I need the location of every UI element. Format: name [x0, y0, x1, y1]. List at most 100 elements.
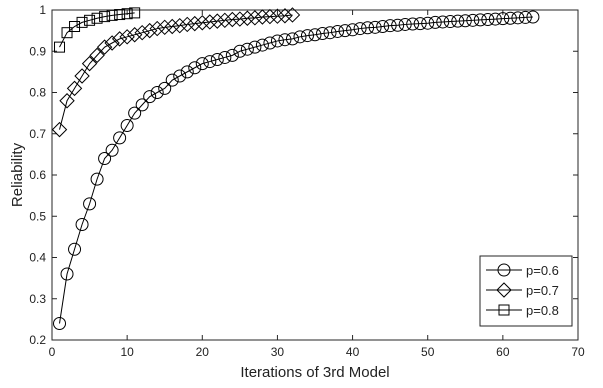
data-point [53, 317, 67, 330]
legend-box [479, 255, 573, 327]
data-point [106, 9, 118, 21]
y-tick-label: 0.7 [29, 127, 46, 141]
data-point [74, 68, 90, 84]
legend-marker [498, 304, 510, 316]
data-point [111, 31, 128, 47]
data-point [141, 22, 158, 39]
y-tick-label: 0.2 [29, 333, 46, 347]
data-point [451, 14, 465, 28]
data-point [316, 27, 330, 41]
data-point [172, 17, 188, 34]
data-point [180, 65, 194, 79]
data-point [68, 242, 82, 256]
data-point [59, 93, 75, 109]
data-point [421, 16, 435, 30]
data-point [179, 16, 195, 33]
x-tick-label: 10 [120, 345, 134, 359]
x-axis-label: Iterations of 3rd Model [240, 364, 389, 381]
data-point [61, 27, 73, 39]
data-point [195, 57, 209, 71]
axis-ticks: 0 10 20 30 40 50 60 70 0.2 0.3 0.4 0.5 0.6 0.7 0.8 0.9 1 [29, 3, 585, 359]
y-tick-label: 0.3 [29, 292, 46, 306]
data-point [248, 40, 262, 54]
data-point [270, 34, 284, 48]
data-point [278, 33, 292, 47]
data-point [209, 13, 226, 29]
data-point [89, 47, 105, 64]
data-point [164, 18, 180, 35]
legend-label: p=0.8 [526, 303, 559, 318]
data-point [436, 15, 450, 29]
data-point [376, 20, 390, 33]
data-point [76, 16, 88, 28]
data-point [488, 12, 502, 26]
legend-label: p=0.6 [526, 263, 559, 278]
data-point [496, 12, 510, 26]
data-point [406, 17, 420, 31]
series-2 [54, 7, 141, 53]
data-point [128, 106, 142, 120]
data-point [210, 53, 224, 66]
legend: p=0.6 p=0.7 p=0.8 [479, 255, 573, 327]
legend-marker [497, 263, 511, 277]
data-point [99, 11, 111, 23]
data-point [331, 24, 345, 38]
legend-entry: p=0.6 [486, 263, 559, 278]
data-point [300, 29, 314, 43]
data-point [135, 98, 149, 112]
data-point [269, 8, 286, 24]
data-point [114, 9, 126, 21]
x-tick-label: 50 [421, 345, 435, 359]
data-point [263, 36, 277, 50]
data-point [338, 24, 352, 38]
data-point [143, 90, 157, 104]
y-tick-label: 0.5 [29, 209, 46, 223]
data-point [481, 12, 495, 26]
y-tick-label: 1 [39, 3, 46, 17]
data-point [120, 119, 134, 132]
x-tick-label: 40 [346, 345, 360, 359]
data-point [224, 11, 241, 28]
data-point [113, 131, 127, 145]
data-point [105, 143, 119, 157]
data-point [91, 12, 103, 24]
y-axis-label: Reliability [9, 142, 26, 207]
data-point [511, 11, 525, 25]
data-point [233, 44, 247, 58]
data-point [284, 7, 301, 23]
data-point [466, 13, 480, 27]
data-point [217, 12, 233, 29]
data-point [119, 29, 135, 45]
data-point [98, 152, 112, 165]
data-point [129, 7, 141, 19]
legend-marker [496, 282, 512, 298]
y-tick-label: 0.4 [29, 251, 46, 265]
data-point [353, 22, 367, 36]
data-point [254, 9, 271, 25]
data-point [157, 19, 173, 36]
data-point [443, 15, 457, 29]
data-point [54, 41, 66, 53]
data-point [361, 21, 375, 35]
data-point [428, 15, 442, 29]
data-point [203, 55, 217, 69]
data-point [308, 28, 322, 42]
data-point [187, 15, 203, 32]
x-tick-label: 70 [571, 345, 585, 359]
y-tick-label: 0.8 [29, 86, 46, 100]
data-point [262, 8, 278, 25]
data-point [51, 121, 68, 138]
x-tick-label: 20 [196, 345, 210, 359]
series-0 [53, 10, 540, 330]
data-point [323, 26, 337, 40]
x-tick-label: 0 [49, 345, 56, 359]
data-point [104, 35, 120, 51]
y-tick-label: 0.9 [29, 44, 46, 58]
y-tick-label: 0.6 [29, 168, 46, 182]
legend-entry: p=0.8 [486, 303, 559, 318]
data-point [413, 17, 427, 31]
x-tick-label: 30 [271, 345, 285, 359]
data-point [202, 14, 218, 30]
data-point [239, 10, 256, 26]
